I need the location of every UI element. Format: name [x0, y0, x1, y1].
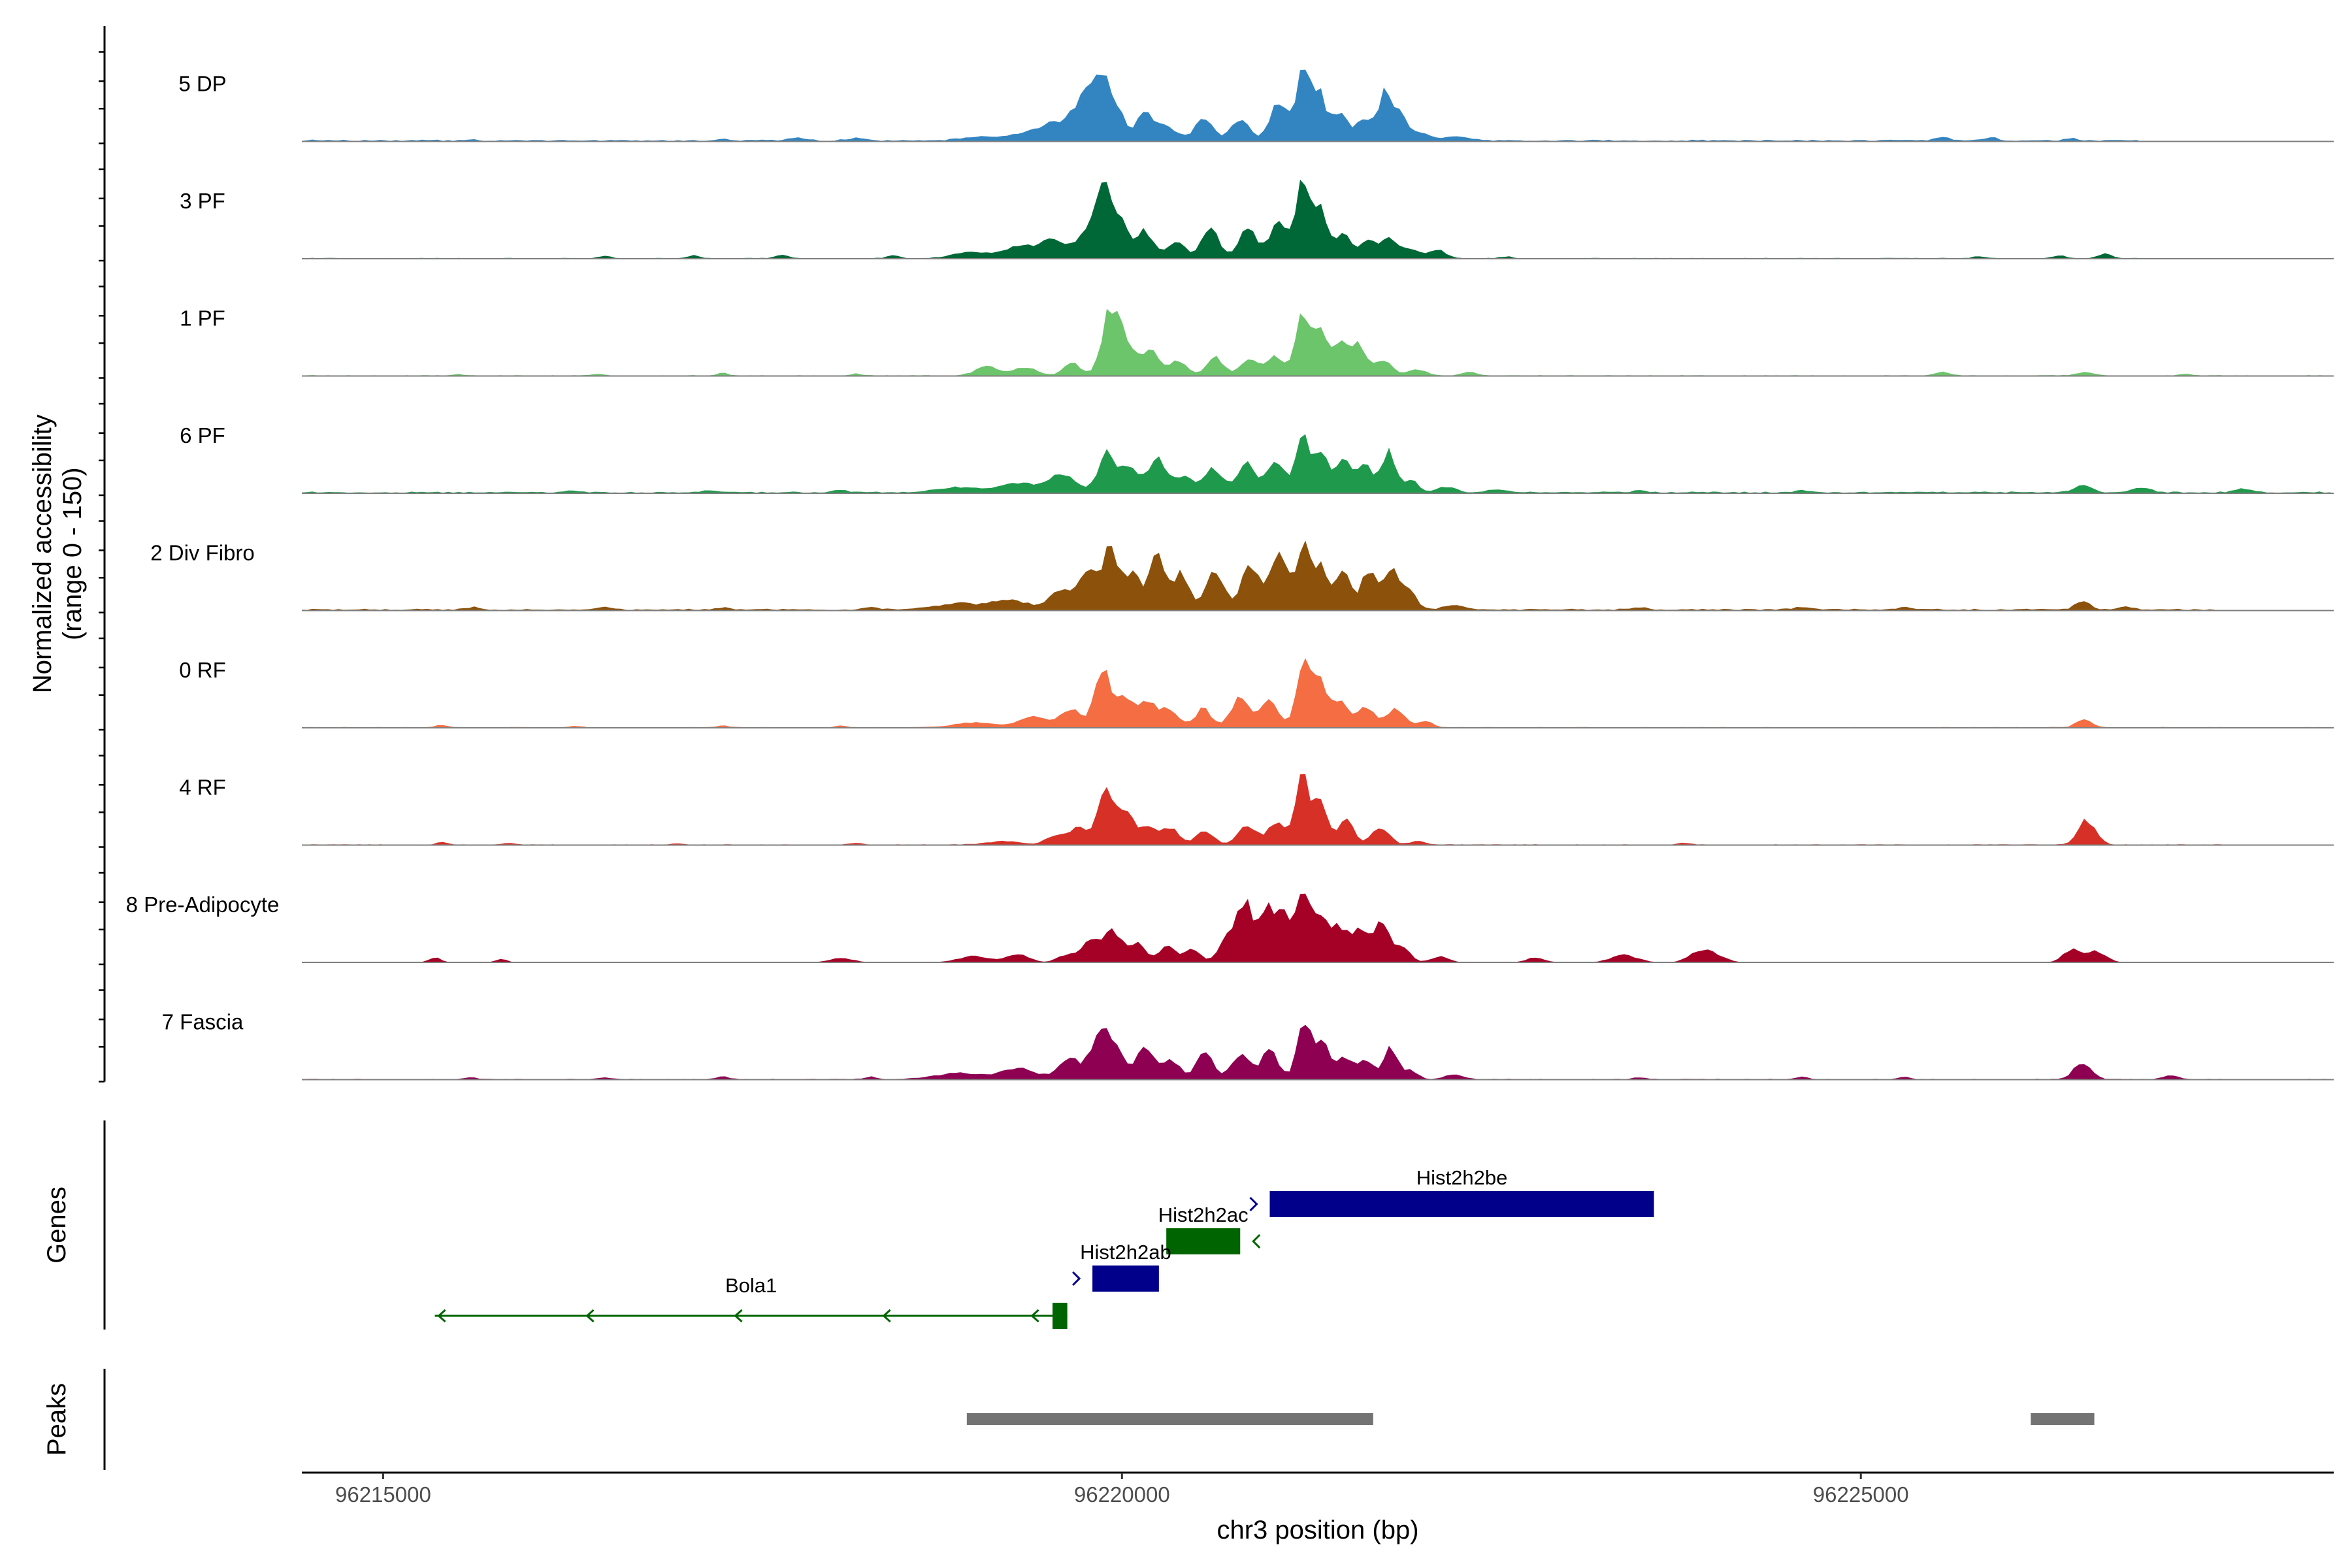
coverage-track: 6 PF	[180, 423, 2334, 494]
strand-arrow	[882, 1309, 891, 1323]
coverage-area	[302, 308, 2334, 376]
gene-exon	[1092, 1266, 1159, 1292]
gene: Hist2h2ab	[1072, 1241, 1171, 1292]
track-label: 0 RF	[179, 658, 226, 682]
strand-arrow	[734, 1309, 743, 1323]
track-label: 2 Div Fibro	[150, 541, 255, 565]
coverage-area	[302, 540, 2216, 611]
genes-panel-title: Genes	[42, 1186, 71, 1264]
gene-exon	[1053, 1303, 1068, 1329]
coverage-track: 8 Pre-Adipocyte	[126, 892, 2334, 963]
gene: Hist2h2be	[1249, 1166, 1654, 1217]
strand-arrow	[1252, 1233, 1261, 1249]
coverage-track: 2 Div Fibro	[150, 540, 2334, 612]
gene-exon	[1269, 1191, 1654, 1217]
strand-arrow	[437, 1309, 446, 1323]
track-label: 4 RF	[179, 776, 226, 800]
gene-label: Hist2h2ac	[1158, 1203, 1249, 1226]
gene-label: Hist2h2ab	[1080, 1241, 1171, 1264]
coverage-area	[302, 180, 2142, 259]
track-label: 7 Fascia	[162, 1010, 244, 1034]
coverage-track: 3 PF	[180, 180, 2334, 259]
coverage-area	[302, 69, 2142, 142]
strand-arrow	[1030, 1309, 1039, 1323]
track-label: 3 PF	[180, 189, 225, 213]
coverage-track: 5 DP	[178, 69, 2334, 142]
coverage-area	[302, 774, 2230, 845]
gene-annotations: Hist2h2be Hist2h2ac Hist2h2ab Bola1	[434, 1166, 1654, 1329]
coverage-area	[302, 1024, 2334, 1080]
gene: Hist2h2ac	[1158, 1203, 1261, 1254]
coverage-track: 0 RF	[179, 658, 2334, 728]
track-label: 1 PF	[180, 306, 225, 331]
coverage-area	[302, 893, 2142, 962]
y-axis-title-line1: Normalized accessibility	[28, 414, 57, 693]
strand-arrow	[585, 1309, 595, 1323]
track-label: 8 Pre-Adipocyte	[126, 892, 280, 917]
x-axis-title: chr3 position (bp)	[1217, 1516, 1418, 1544]
y-axis-title-line2: (range 0 - 150)	[58, 467, 87, 640]
coverage-track: 4 RF	[179, 774, 2334, 846]
gene-label: Hist2h2be	[1416, 1166, 1508, 1189]
peak-region	[966, 1413, 1373, 1425]
coverage-track: 1 PF	[180, 306, 2334, 377]
x-axis-ticks: 96215000 96220000 96225000	[335, 1473, 1909, 1507]
peak-regions	[966, 1413, 2095, 1425]
coverage-area	[302, 658, 2334, 728]
peaks-panel-title: Peaks	[42, 1383, 71, 1456]
coverage-tracks: 5 DP 3 PF 1 PF 6 PF 2 Div Fibro 0 RF 4 RF 8 Pre…	[126, 69, 2334, 1081]
gene-label: Bola1	[725, 1274, 777, 1297]
x-tick-label: 96220000	[1074, 1482, 1170, 1507]
gene: Bola1	[434, 1274, 1068, 1329]
gene-exon	[1166, 1228, 1241, 1254]
coverage-track: 7 Fascia	[162, 1010, 2334, 1081]
strand-arrow	[1072, 1271, 1081, 1286]
coverage-y-axis	[99, 26, 106, 1083]
y-axis-title: Normalized accessibility (range 0 - 150)	[28, 414, 87, 693]
x-tick-label: 96215000	[335, 1482, 431, 1507]
track-label: 5 DP	[178, 72, 226, 96]
peak-region	[2031, 1413, 2095, 1425]
strand-arrow	[1249, 1196, 1258, 1212]
x-tick-label: 96225000	[1813, 1482, 1909, 1507]
coverage-area	[302, 434, 2334, 493]
track-label: 6 PF	[180, 423, 225, 448]
